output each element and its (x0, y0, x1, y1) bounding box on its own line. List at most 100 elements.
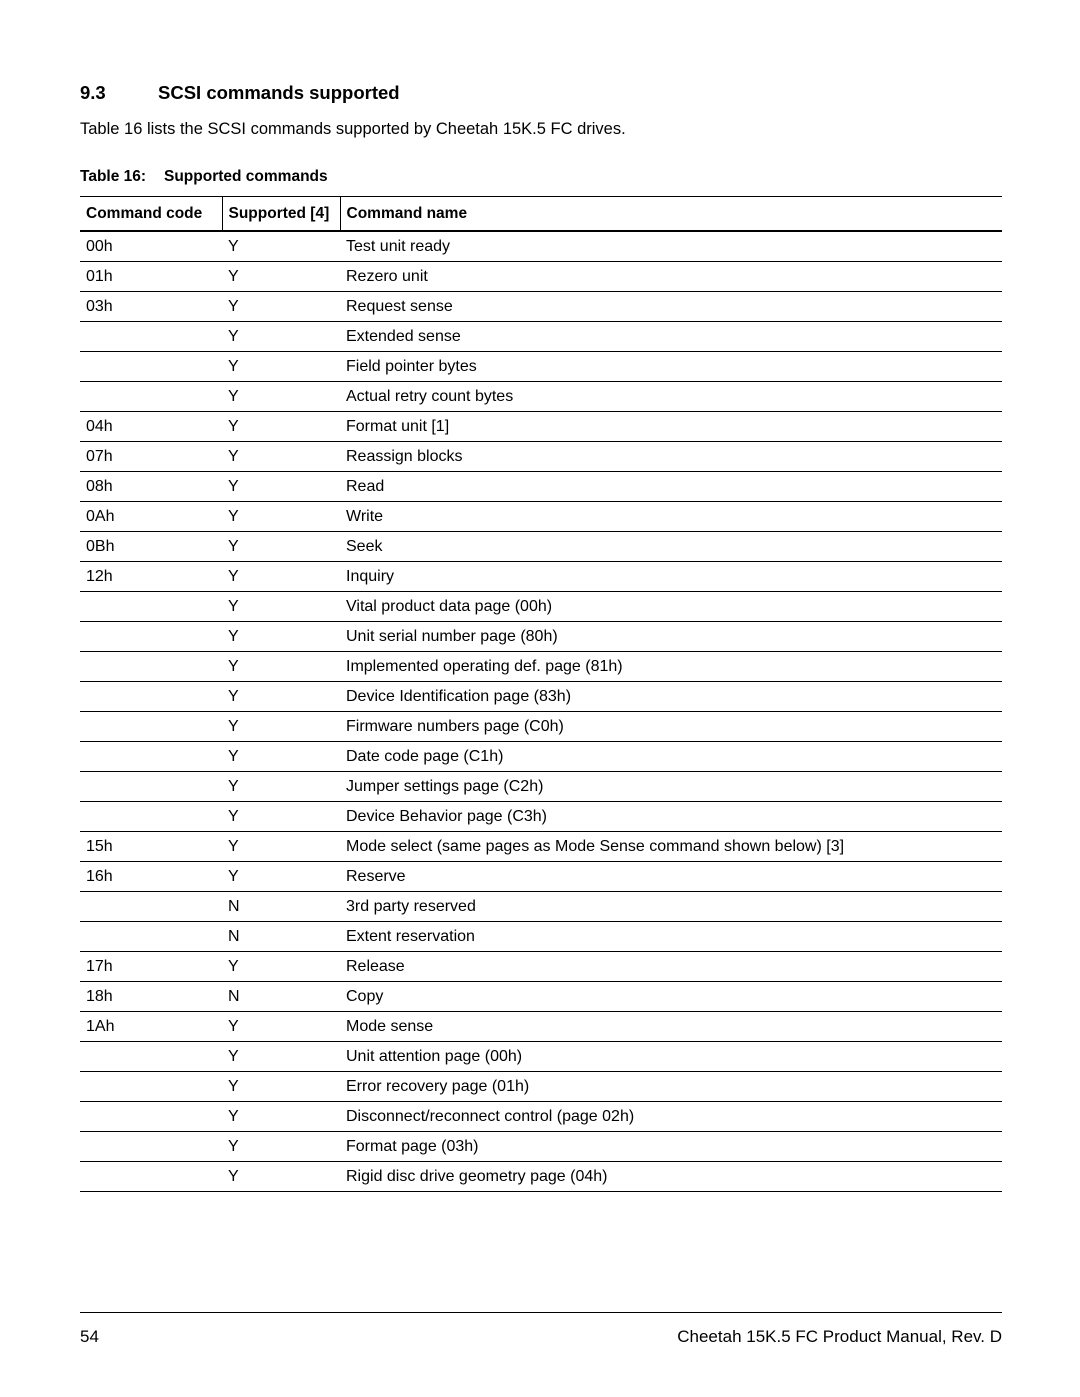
table-row: 0BhYSeek (80, 532, 1002, 562)
cell-supported: N (222, 982, 340, 1012)
cell-supported: Y (222, 442, 340, 472)
cell-command-code (80, 322, 222, 352)
cell-command-name: Error recovery page (01h) (340, 1072, 1002, 1102)
table-row: YDevice Identification page (83h) (80, 682, 1002, 712)
cell-command-code (80, 712, 222, 742)
cell-command-name: Rezero unit (340, 262, 1002, 292)
table-row: YUnit serial number page (80h) (80, 622, 1002, 652)
cell-supported: Y (222, 742, 340, 772)
cell-command-name: Mode select (same pages as Mode Sense co… (340, 832, 1002, 862)
cell-supported: Y (222, 1102, 340, 1132)
cell-command-name: Format unit [1] (340, 412, 1002, 442)
table-row: YField pointer bytes (80, 352, 1002, 382)
cell-command-name: Implemented operating def. page (81h) (340, 652, 1002, 682)
cell-supported: Y (222, 1072, 340, 1102)
page-number: 54 (80, 1327, 99, 1347)
cell-supported: Y (222, 1132, 340, 1162)
cell-command-name: Seek (340, 532, 1002, 562)
section-heading: 9.3SCSI commands supported (80, 82, 1002, 104)
cell-command-code (80, 1132, 222, 1162)
cell-command-name: Disconnect/reconnect control (page 02h) (340, 1102, 1002, 1132)
cell-command-code (80, 1162, 222, 1192)
table-row: YVital product data page (00h) (80, 592, 1002, 622)
cell-command-name: Inquiry (340, 562, 1002, 592)
table-row: YDate code page (C1h) (80, 742, 1002, 772)
cell-command-code: 16h (80, 862, 222, 892)
cell-command-name: Vital product data page (00h) (340, 592, 1002, 622)
cell-command-name: Rigid disc drive geometry page (04h) (340, 1162, 1002, 1192)
cell-supported: Y (222, 592, 340, 622)
cell-supported: Y (222, 862, 340, 892)
cell-command-code: 18h (80, 982, 222, 1012)
table-caption-title: Supported commands (164, 168, 328, 185)
cell-command-name: Copy (340, 982, 1002, 1012)
cell-command-code (80, 1102, 222, 1132)
cell-command-name: Unit attention page (00h) (340, 1042, 1002, 1072)
cell-supported: Y (222, 952, 340, 982)
table-row: 08hYRead (80, 472, 1002, 502)
table-header-row: Command code Supported [4] Command name (80, 197, 1002, 232)
cell-supported: Y (222, 832, 340, 862)
table-row: 15hYMode select (same pages as Mode Sens… (80, 832, 1002, 862)
table-row: YRigid disc drive geometry page (04h) (80, 1162, 1002, 1192)
table-row: 0AhYWrite (80, 502, 1002, 532)
commands-table: Command code Supported [4] Command name … (80, 196, 1002, 1192)
table-row: YDevice Behavior page (C3h) (80, 802, 1002, 832)
cell-supported: Y (222, 682, 340, 712)
table-row: 03hYRequest sense (80, 292, 1002, 322)
cell-supported: Y (222, 322, 340, 352)
cell-command-name: Release (340, 952, 1002, 982)
cell-command-code (80, 802, 222, 832)
cell-supported: Y (222, 292, 340, 322)
cell-command-name: Field pointer bytes (340, 352, 1002, 382)
cell-command-code (80, 622, 222, 652)
cell-supported: N (222, 922, 340, 952)
cell-command-code: 15h (80, 832, 222, 862)
cell-command-name: Actual retry count bytes (340, 382, 1002, 412)
cell-supported: Y (222, 1162, 340, 1192)
table-row: YFormat page (03h) (80, 1132, 1002, 1162)
table-caption-number: Table 16: (80, 168, 164, 186)
cell-supported: N (222, 892, 340, 922)
cell-supported: Y (222, 802, 340, 832)
cell-command-code (80, 772, 222, 802)
cell-command-name: Device Behavior page (C3h) (340, 802, 1002, 832)
cell-command-name: Test unit ready (340, 231, 1002, 262)
table-row: 12hYInquiry (80, 562, 1002, 592)
cell-command-name: Reserve (340, 862, 1002, 892)
table-row: 1AhYMode sense (80, 1012, 1002, 1042)
cell-command-name: 3rd party reserved (340, 892, 1002, 922)
cell-supported: Y (222, 622, 340, 652)
cell-command-code: 08h (80, 472, 222, 502)
col-header-supported: Supported [4] (222, 197, 340, 232)
cell-command-code (80, 352, 222, 382)
section-number: 9.3 (80, 82, 158, 104)
doc-title: Cheetah 15K.5 FC Product Manual, Rev. D (677, 1327, 1002, 1347)
table-row: YImplemented operating def. page (81h) (80, 652, 1002, 682)
cell-supported: Y (222, 562, 340, 592)
cell-supported: Y (222, 352, 340, 382)
table-row: YUnit attention page (00h) (80, 1042, 1002, 1072)
col-header-name: Command name (340, 197, 1002, 232)
cell-command-code: 1Ah (80, 1012, 222, 1042)
cell-command-code: 04h (80, 412, 222, 442)
table-body: 00hYTest unit ready01hYRezero unit03hYRe… (80, 231, 1002, 1192)
table-row: YActual retry count bytes (80, 382, 1002, 412)
table-row: YDisconnect/reconnect control (page 02h) (80, 1102, 1002, 1132)
cell-command-name: Mode sense (340, 1012, 1002, 1042)
cell-command-name: Reassign blocks (340, 442, 1002, 472)
table-row: 07hYReassign blocks (80, 442, 1002, 472)
table-row: 16hYReserve (80, 862, 1002, 892)
table-row: 00hYTest unit ready (80, 231, 1002, 262)
cell-supported: Y (222, 1012, 340, 1042)
table-row: NExtent reservation (80, 922, 1002, 952)
cell-command-code: 0Ah (80, 502, 222, 532)
cell-supported: Y (222, 712, 340, 742)
cell-command-code (80, 382, 222, 412)
cell-command-code: 12h (80, 562, 222, 592)
cell-command-name: Firmware numbers page (C0h) (340, 712, 1002, 742)
col-header-code: Command code (80, 197, 222, 232)
cell-supported: Y (222, 502, 340, 532)
cell-supported: Y (222, 532, 340, 562)
cell-supported: Y (222, 262, 340, 292)
